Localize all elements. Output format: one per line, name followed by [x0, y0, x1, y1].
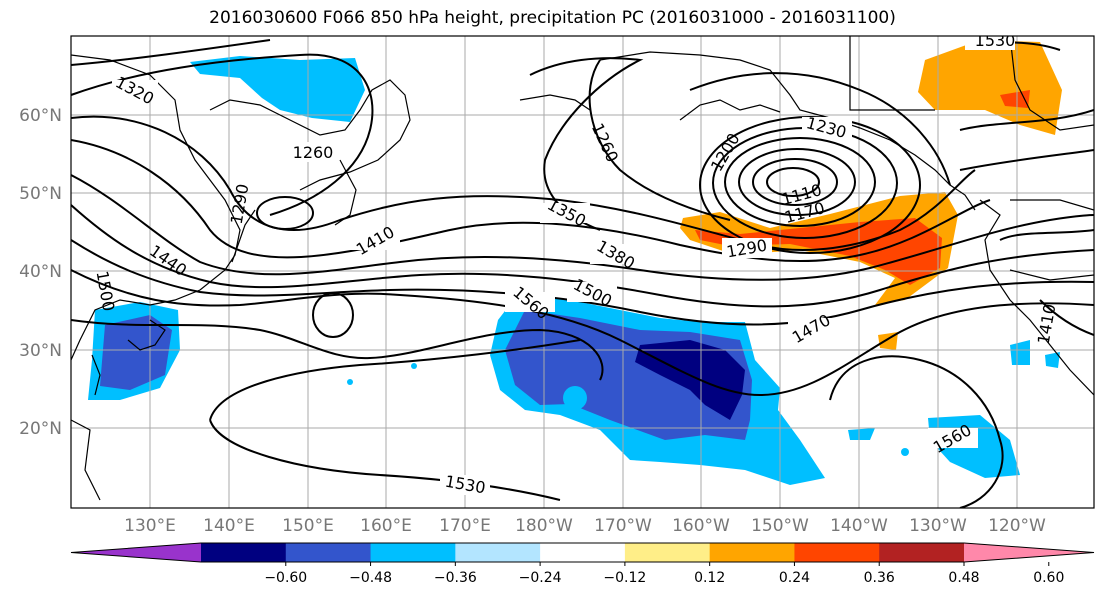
- colorbar-tick-label: −0.36: [434, 570, 477, 586]
- colorbar-tick-label: −0.60: [264, 570, 307, 586]
- lat-label: 30°N: [19, 341, 62, 361]
- colorbar-segment: [285, 543, 372, 562]
- colorbar-tick-label: 0.48: [948, 570, 979, 586]
- lon-label: 130°W: [909, 516, 967, 536]
- lon-label: 160°E: [360, 516, 412, 536]
- lon-label: 160°W: [672, 516, 730, 536]
- lat-label: 20°N: [19, 419, 62, 439]
- lon-label: 150°E: [282, 516, 334, 536]
- lon-label: 130°E: [124, 516, 176, 536]
- lon-label: 140°W: [830, 516, 888, 536]
- precip-negative-shading: [88, 56, 1060, 485]
- colorbar-segment: [709, 543, 795, 562]
- colorbar-extend-high: [964, 543, 1094, 562]
- colorbar-tick-label: −0.12: [603, 570, 646, 586]
- colorbar-tick-label: 0.12: [694, 570, 725, 586]
- lon-label: 150°W: [751, 516, 809, 536]
- lat-label: 60°N: [19, 106, 62, 126]
- contour-label: 1260: [293, 143, 334, 162]
- colorbar-tick-label: −0.24: [519, 570, 562, 586]
- colorbar-segment: [201, 543, 287, 562]
- lon-label: 180°W: [515, 516, 573, 536]
- graticule: [71, 36, 1094, 508]
- lon-label: 170°W: [594, 516, 652, 536]
- lat-label: 50°N: [19, 184, 62, 204]
- colorbar-tick-label: −0.48: [349, 570, 392, 586]
- colorbar-tick-label: 0.24: [779, 570, 810, 586]
- lon-label: 120°W: [988, 516, 1046, 536]
- contour-label: 1530: [975, 31, 1016, 50]
- colorbar-outline: [70, 542, 1095, 563]
- lon-label: 140°E: [203, 516, 255, 536]
- colorbar-segment: [455, 543, 541, 562]
- colorbar-segment: [624, 543, 711, 562]
- lon-label: 170°E: [439, 516, 491, 536]
- colorbar-segment: [540, 543, 626, 562]
- colorbar-tick-label: 0.60: [1033, 570, 1064, 586]
- colorbar: −0.60 −0.48 −0.36 −0.24 −0.12 0.12 0.24 0.36 0.4…: [70, 542, 1095, 586]
- longitude-labels: 130°E 140°E 150°E 160°E 170°E 180°W 170°…: [124, 516, 1046, 536]
- colorbar-extend-low: [71, 543, 201, 562]
- colorbar-segment: [794, 543, 880, 562]
- map-frame: [70, 35, 1095, 509]
- colorbar-tick-label: 0.36: [864, 570, 895, 586]
- map-title: 2016030600 F066 850 hPa height, precipit…: [209, 8, 896, 28]
- lat-label: 40°N: [19, 262, 62, 282]
- colorbar-segment: [370, 543, 456, 562]
- latitude-labels: 60°N 50°N 40°N 30°N 20°N: [19, 106, 62, 439]
- colorbar-segment: [879, 543, 965, 562]
